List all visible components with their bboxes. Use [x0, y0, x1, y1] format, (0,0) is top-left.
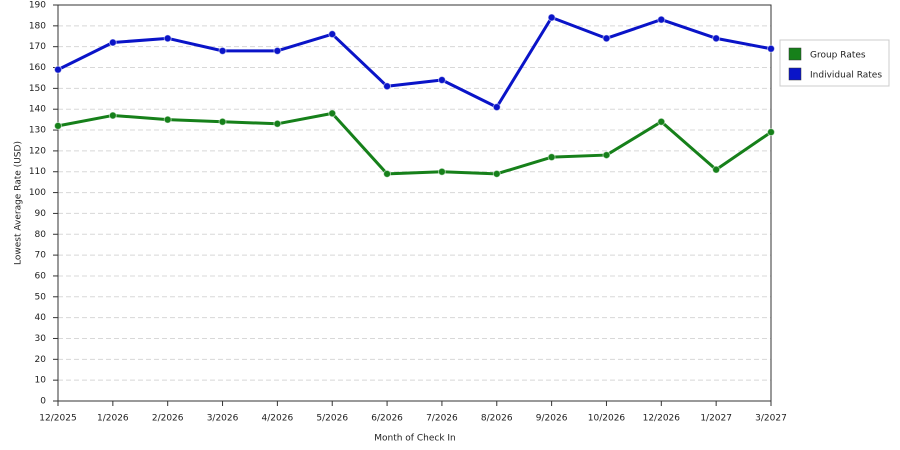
- point: [492, 169, 501, 178]
- x-tick-label: 12/2026: [643, 414, 681, 424]
- y-tick-label: 60: [35, 271, 47, 281]
- x-tick-label: 1/2027: [700, 414, 732, 424]
- y-tick-label: 10: [35, 376, 47, 386]
- y-tick-label: 50: [35, 292, 47, 302]
- y-tick-label: 20: [35, 355, 47, 365]
- point: [712, 34, 721, 43]
- legend-swatch: [788, 47, 802, 61]
- point: [328, 30, 337, 39]
- point: [767, 128, 775, 137]
- point: [108, 111, 117, 120]
- point: [657, 15, 666, 24]
- legend-swatch: [788, 67, 802, 81]
- point: [54, 121, 62, 130]
- x-tick-label: 10/2026: [588, 414, 626, 424]
- point: [328, 109, 337, 118]
- x-tick-label: 5/2026: [316, 414, 348, 424]
- y-tick-label: 80: [35, 230, 47, 240]
- point: [602, 34, 611, 43]
- y-tick-label: 40: [35, 313, 47, 323]
- x-tick-label: 7/2026: [426, 414, 458, 424]
- point: [712, 165, 721, 174]
- y-tick-label: 150: [29, 84, 46, 94]
- x-tick-label: 8/2026: [481, 414, 513, 424]
- y-tick-label: 0: [40, 397, 46, 407]
- x-tick-label: 3/2027: [755, 414, 787, 424]
- point: [108, 38, 117, 47]
- point: [383, 169, 392, 178]
- legend-label: Group Rates: [810, 51, 866, 61]
- legend-label: Individual Rates: [810, 71, 882, 81]
- point: [383, 82, 392, 91]
- plot-frame: [57, 4, 772, 402]
- point: [163, 115, 172, 124]
- x-tick-label: 1/2026: [97, 414, 129, 424]
- y-tick-label: 160: [29, 63, 46, 73]
- point: [492, 103, 501, 112]
- point: [657, 117, 666, 126]
- series-line: [57, 16, 772, 109]
- x-tick-label: 3/2026: [207, 414, 239, 424]
- point: [54, 65, 62, 74]
- x-tick-label: 6/2026: [371, 414, 403, 424]
- y-tick-label: 170: [29, 42, 46, 52]
- point: [163, 34, 172, 43]
- point: [273, 119, 282, 128]
- point: [273, 46, 282, 55]
- y-axis-label: Lowest Average Rate (USD): [14, 141, 24, 265]
- y-tick-label: 180: [29, 21, 46, 31]
- y-tick-label: 100: [29, 188, 46, 198]
- point: [547, 153, 556, 162]
- point: [547, 13, 556, 22]
- x-axis-label: Month of Check In: [374, 434, 456, 444]
- x-tick-label: 12/2025: [39, 414, 76, 424]
- point: [218, 117, 227, 126]
- y-tick-label: 110: [29, 167, 46, 177]
- point: [437, 76, 446, 85]
- y-tick-label: 70: [35, 251, 47, 261]
- y-tick-label: 120: [29, 146, 46, 156]
- series-line: [57, 111, 772, 176]
- x-tick-label: 4/2026: [262, 414, 294, 424]
- x-tick-label: 2/2026: [152, 414, 184, 424]
- y-tick-label: 190: [29, 1, 46, 11]
- y-tick-label: 140: [29, 105, 46, 115]
- y-tick-label: 130: [29, 126, 46, 136]
- point: [218, 46, 227, 55]
- y-tick-label: 90: [35, 209, 47, 219]
- point: [767, 44, 775, 53]
- point: [602, 151, 611, 160]
- x-tick-label: 9/2026: [536, 414, 568, 424]
- y-tick-label: 30: [35, 334, 47, 344]
- point: [437, 167, 446, 176]
